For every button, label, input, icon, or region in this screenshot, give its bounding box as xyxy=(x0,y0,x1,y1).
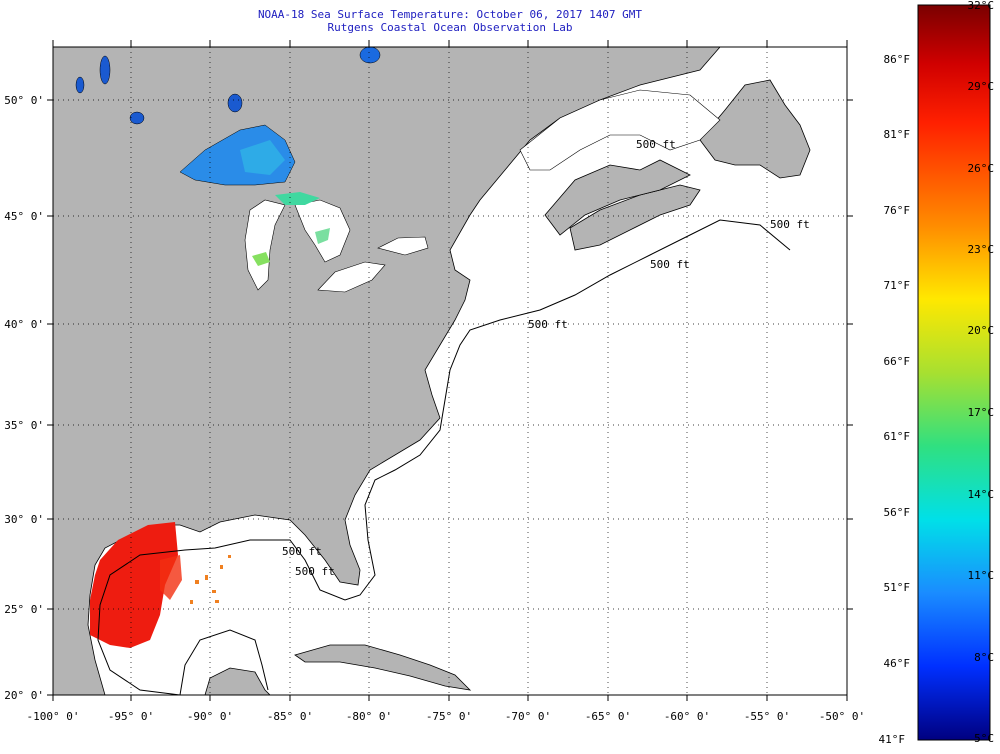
contour-label: 500 ft xyxy=(650,258,690,271)
map-title: NOAA-18 Sea Surface Temperature: October… xyxy=(257,8,643,21)
fahrenheit-label: 71°F xyxy=(884,279,911,292)
northern-lake xyxy=(129,111,145,125)
contour-label: 500 ft xyxy=(528,318,568,331)
fahrenheit-label: 51°F xyxy=(884,581,911,594)
fahrenheit-label: 66°F xyxy=(884,355,911,368)
celsius-label: 32°C xyxy=(968,0,995,12)
lat-label: 20° 0' xyxy=(4,689,44,702)
colorbar-fahrenheit-labels: 86°F 81°F 76°F 71°F 66°F 61°F 56°F 51°F … xyxy=(879,53,911,746)
lat-label: 25° 0' xyxy=(4,603,44,616)
bathymetry-contour-500ft xyxy=(97,219,791,695)
fahrenheit-label: 56°F xyxy=(884,506,911,519)
fahrenheit-label: 46°F xyxy=(884,657,911,670)
celsius-label: 17°C xyxy=(968,406,995,419)
northern-lake xyxy=(227,93,243,113)
fahrenheit-label: 41°F xyxy=(879,733,906,746)
lon-label: -65° 0' xyxy=(585,710,631,723)
lat-label: 35° 0' xyxy=(4,419,44,432)
celsius-label: 11°C xyxy=(968,569,995,582)
lake-michigan xyxy=(244,199,286,291)
colorbar-celsius-labels: 32°C 29°C 26°C 23°C 20°C 17°C 14°C 11°C … xyxy=(968,0,995,745)
longitude-labels: -100° 0' -95° 0' -90° 0' -85° 0' -80° 0'… xyxy=(27,710,866,723)
fahrenheit-label: 76°F xyxy=(884,204,911,217)
lon-label: -70° 0' xyxy=(505,710,551,723)
lon-label: -100° 0' xyxy=(27,710,80,723)
lon-label: -85° 0' xyxy=(267,710,313,723)
land-north-america xyxy=(53,47,721,695)
land-nova-scotia xyxy=(569,184,701,251)
celsius-label: 26°C xyxy=(968,162,995,175)
land-cuba xyxy=(294,644,472,691)
celsius-label: 8°C xyxy=(974,651,994,664)
lon-label: -55° 0' xyxy=(744,710,790,723)
lon-label: -50° 0' xyxy=(819,710,865,723)
tick-marks xyxy=(47,40,853,701)
contour-label: 500 ft xyxy=(295,565,335,578)
northern-lake xyxy=(75,76,85,94)
lon-label: -90° 0' xyxy=(187,710,233,723)
lat-label: 45° 0' xyxy=(4,210,44,223)
lake-erie xyxy=(317,261,386,293)
contour-label: 500 ft xyxy=(770,218,810,231)
fahrenheit-label: 86°F xyxy=(884,53,911,66)
graticule xyxy=(53,47,847,695)
contour-label: 500 ft xyxy=(282,545,322,558)
plot-frame xyxy=(52,46,848,696)
northern-lake xyxy=(99,55,111,85)
celsius-label: 5°C xyxy=(974,732,994,745)
lake-ontario xyxy=(377,236,429,256)
lon-label: -95° 0' xyxy=(108,710,154,723)
northern-lake xyxy=(359,47,381,64)
celsius-label: 23°C xyxy=(968,243,995,256)
latitude-labels: 50° 0' 45° 0' 40° 0' 35° 0' 30° 0' 25° 0… xyxy=(4,94,44,702)
celsius-label: 20°C xyxy=(968,324,995,337)
land-newfoundland xyxy=(699,79,811,179)
gulf-warm-sst-speckle xyxy=(160,555,182,600)
colorbar xyxy=(917,4,991,741)
lake-superior-sst-cool xyxy=(240,140,285,175)
lat-label: 50° 0' xyxy=(4,94,44,107)
contour-label: 500 ft xyxy=(636,138,676,151)
celsius-label: 14°C xyxy=(968,488,995,501)
lat-label: 40° 0' xyxy=(4,318,44,331)
lat-label: 30° 0' xyxy=(4,513,44,526)
st-lawrence-river xyxy=(519,89,721,171)
map-subtitle: Rutgens Coastal Ocean Observation Lab xyxy=(327,21,573,34)
land-new-brunswick xyxy=(544,159,691,236)
lake-michigan-sst-south xyxy=(252,252,270,266)
lon-label: -60° 0' xyxy=(664,710,710,723)
lon-label: -80° 0' xyxy=(346,710,392,723)
celsius-label: 29°C xyxy=(968,80,995,93)
bathymetry-contour-gulf-south xyxy=(179,629,269,695)
fahrenheit-label: 81°F xyxy=(884,128,911,141)
lake-huron-sst xyxy=(315,228,330,244)
lon-label: -75° 0' xyxy=(426,710,472,723)
gulf-scattered-sst xyxy=(190,555,231,604)
lake-michigan-sst-north xyxy=(275,192,320,205)
fahrenheit-label: 61°F xyxy=(884,430,911,443)
